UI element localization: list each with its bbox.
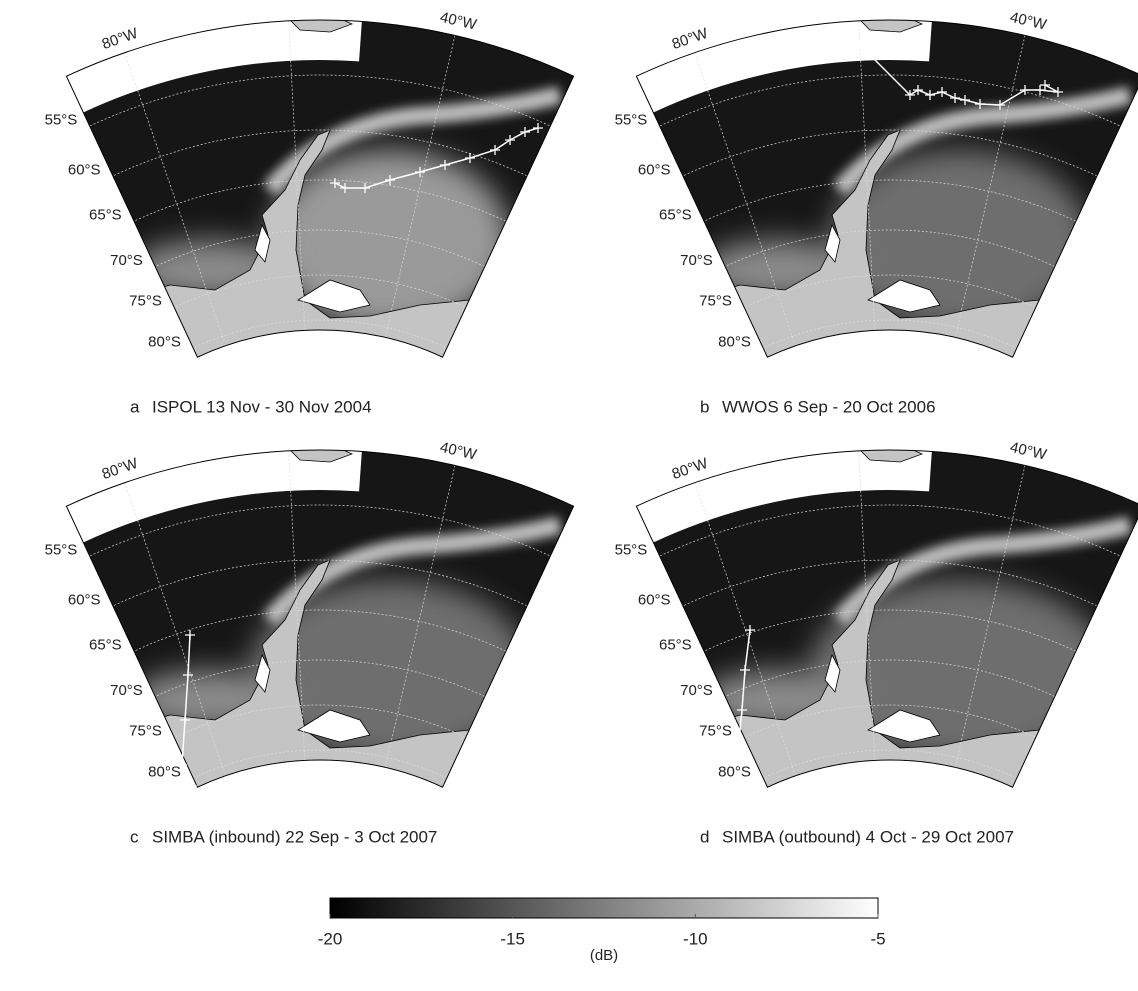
panel-letter: a (130, 397, 140, 416)
latitude-label: 60°S (638, 591, 671, 608)
latitude-label: 70°S (680, 252, 713, 269)
colorbar-tick-label: -5 (870, 929, 885, 948)
track-marker (193, 797, 203, 807)
latitude-label: 55°S (45, 111, 78, 128)
longitude-label: 40°W (438, 439, 479, 464)
map-area (48, 14, 593, 420)
track-marker (733, 745, 743, 755)
figure: 55°S60°S65°S70°S75°S80°S80°W40°WaISPOL 1… (0, 0, 1138, 991)
track-marker (728, 780, 738, 790)
latitude-label: 80°S (148, 763, 181, 780)
longitude-label: 40°W (1008, 439, 1049, 464)
latitude-label: 60°S (68, 591, 101, 608)
panel-caption: WWOS 6 Sep - 20 Oct 2006 (722, 397, 936, 416)
latitude-label: 55°S (45, 541, 78, 558)
latitude-label: 65°S (659, 207, 692, 224)
latitude-label: 80°S (148, 333, 181, 350)
latitude-label: 65°S (89, 637, 122, 654)
longitude-label: 40°W (438, 9, 479, 34)
latitude-label: 70°S (110, 682, 143, 699)
latitude-label: 80°S (718, 763, 751, 780)
latitude-label: 55°S (615, 111, 648, 128)
map-area (618, 14, 1138, 420)
colorbar-unit: (dB) (590, 947, 618, 964)
panel-caption: SIMBA (inbound) 22 Sep - 3 Oct 2007 (152, 827, 437, 846)
colorbar-tick-label: -15 (500, 929, 525, 948)
latitude-label: 70°S (680, 682, 713, 699)
map-area (48, 444, 593, 850)
panel-caption: ISPOL 13 Nov - 30 Nov 2004 (152, 397, 372, 416)
colorbar-tick-label: -20 (318, 929, 343, 948)
panel-letter: c (130, 827, 139, 846)
panel-letter: d (700, 827, 709, 846)
latitude-label: 65°S (89, 207, 122, 224)
track-marker (183, 800, 193, 810)
latitude-label: 60°S (638, 161, 671, 178)
latitude-label: 70°S (110, 252, 143, 269)
latitude-label: 75°S (699, 723, 732, 740)
latitude-label: 75°S (129, 723, 162, 740)
latitude-label: 65°S (659, 637, 692, 654)
colorbar-tick-label: -10 (683, 929, 708, 948)
longitude-label: 40°W (1008, 9, 1049, 34)
latitude-label: 60°S (68, 161, 101, 178)
latitude-label: 55°S (615, 541, 648, 558)
colorbar (330, 898, 878, 918)
latitude-label: 75°S (129, 293, 162, 310)
latitude-label: 80°S (718, 333, 751, 350)
map-area (618, 444, 1138, 850)
latitude-label: 75°S (699, 293, 732, 310)
panel-letter: b (700, 397, 709, 416)
panel-caption: SIMBA (outbound) 4 Oct - 29 Oct 2007 (722, 827, 1014, 846)
